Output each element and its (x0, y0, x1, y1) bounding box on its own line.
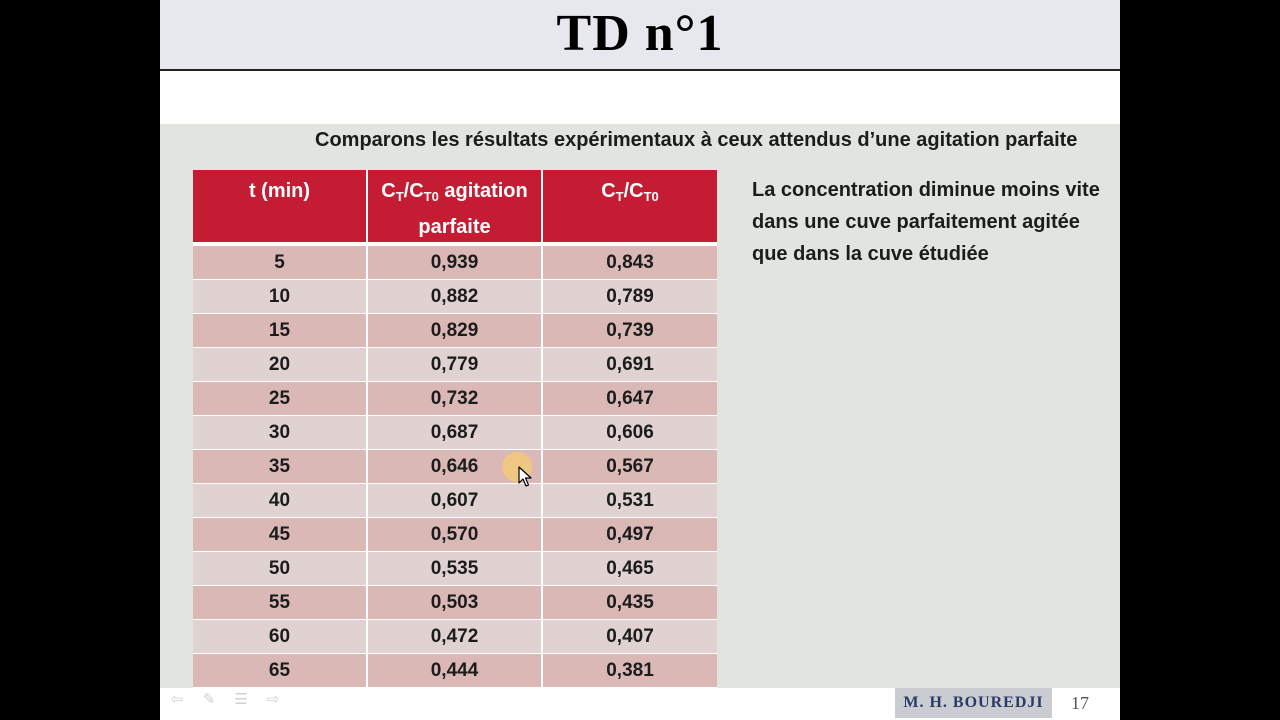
header-time: t (min) (193, 170, 368, 246)
cell-measured: 0,465 (543, 552, 717, 586)
slide-content: Comparons les résultats expérimentaux à … (160, 124, 1120, 688)
header-measured-sub-t0: T0 (643, 189, 659, 204)
cell-ideal: 0,829 (368, 314, 543, 348)
results-table: t (min) CT/CT0 agitation parfaite CT/CT0… (193, 170, 717, 688)
table-row: 10 0,882 0,789 (193, 280, 717, 314)
cell-measured: 0,407 (543, 620, 717, 654)
cell-time: 5 (193, 246, 368, 280)
header-ideal-c: C (381, 180, 396, 202)
slide: TD n°1 Comparons les résultats expérimen… (160, 0, 1120, 720)
header-ideal-ratio: CT/CT0 agitation parfaite (368, 170, 543, 246)
footer-author: M. H. BOUREDJI (895, 688, 1052, 718)
cell-measured: 0,739 (543, 314, 717, 348)
arrow-right-icon[interactable]: ⇨ (266, 691, 280, 708)
cell-time: 30 (193, 416, 368, 450)
cell-measured: 0,497 (543, 518, 717, 552)
cell-ideal: 0,570 (368, 518, 543, 552)
cell-ideal: 0,687 (368, 416, 543, 450)
cell-ideal: 0,535 (368, 552, 543, 586)
cell-ideal: 0,882 (368, 280, 543, 314)
header-measured-sub-t: T (615, 189, 624, 204)
table-row: 5 0,939 0,843 (193, 246, 717, 280)
cell-ideal: 0,444 (368, 654, 543, 688)
cell-time: 50 (193, 552, 368, 586)
table-row: 20 0,779 0,691 (193, 348, 717, 382)
header-time-label: t (min) (248, 180, 311, 202)
page-number: 17 (1071, 693, 1089, 713)
slide-nav-controls: ⇦ ✎ ☰ ⇨ (168, 690, 282, 708)
header-ideal-suffix: agitation parfaite (418, 180, 528, 238)
table-row: 30 0,687 0,606 (193, 416, 717, 450)
cell-ideal: 0,503 (368, 586, 543, 620)
mouse-pointer-icon (518, 466, 532, 487)
header-ideal-sub-t0: T0 (423, 189, 439, 204)
cell-time: 60 (193, 620, 368, 654)
pen-icon[interactable]: ✎ (202, 691, 216, 708)
table-row: 55 0,503 0,435 (193, 586, 717, 620)
cell-measured: 0,606 (543, 416, 717, 450)
table-row: 15 0,829 0,739 (193, 314, 717, 348)
table-header-row: t (min) CT/CT0 agitation parfaite CT/CT0 (193, 170, 717, 246)
table-row: 50 0,535 0,465 (193, 552, 717, 586)
cell-time: 40 (193, 484, 368, 518)
header-measured-c: C (601, 180, 616, 202)
table-row: 40 0,607 0,531 (193, 484, 717, 518)
cell-time: 45 (193, 518, 368, 552)
header-ideal-slash-c: /C (403, 180, 424, 202)
slide-title: TD n°1 (556, 5, 724, 62)
header-ideal-sub-t: T (395, 189, 404, 204)
cell-measured: 0,531 (543, 484, 717, 518)
slide-subtitle: Comparons les résultats expérimentaux à … (315, 129, 1078, 151)
cell-measured: 0,435 (543, 586, 717, 620)
cell-time: 55 (193, 586, 368, 620)
cell-measured: 0,567 (543, 450, 717, 484)
header-measured-slash-c: /C (623, 180, 644, 202)
cell-ideal: 0,779 (368, 348, 543, 382)
arrow-left-icon[interactable]: ⇦ (170, 691, 184, 708)
cell-ideal: 0,472 (368, 620, 543, 654)
conclusion-note: La concentration diminue moins vite dans… (752, 179, 1100, 265)
cell-time: 20 (193, 348, 368, 382)
cell-time: 10 (193, 280, 368, 314)
table-row: 35 0,646 0,567 (193, 450, 717, 484)
menu-icon[interactable]: ☰ (234, 691, 248, 708)
cell-time: 25 (193, 382, 368, 416)
cell-time: 15 (193, 314, 368, 348)
title-bar: TD n°1 (160, 0, 1120, 71)
table-row: 25 0,732 0,647 (193, 382, 717, 416)
cell-measured: 0,381 (543, 654, 717, 688)
cell-measured: 0,647 (543, 382, 717, 416)
table-row: 45 0,570 0,497 (193, 518, 717, 552)
header-measured-ratio: CT/CT0 (543, 170, 717, 246)
cell-time: 35 (193, 450, 368, 484)
cell-time: 65 (193, 654, 368, 688)
cell-ideal: 0,607 (368, 484, 543, 518)
table-row: 65 0,444 0,381 (193, 654, 717, 688)
cell-ideal: 0,732 (368, 382, 543, 416)
cell-ideal: 0,939 (368, 246, 543, 280)
cell-measured: 0,789 (543, 280, 717, 314)
cell-measured: 0,691 (543, 348, 717, 382)
table-row: 60 0,472 0,407 (193, 620, 717, 654)
cell-measured: 0,843 (543, 246, 717, 280)
